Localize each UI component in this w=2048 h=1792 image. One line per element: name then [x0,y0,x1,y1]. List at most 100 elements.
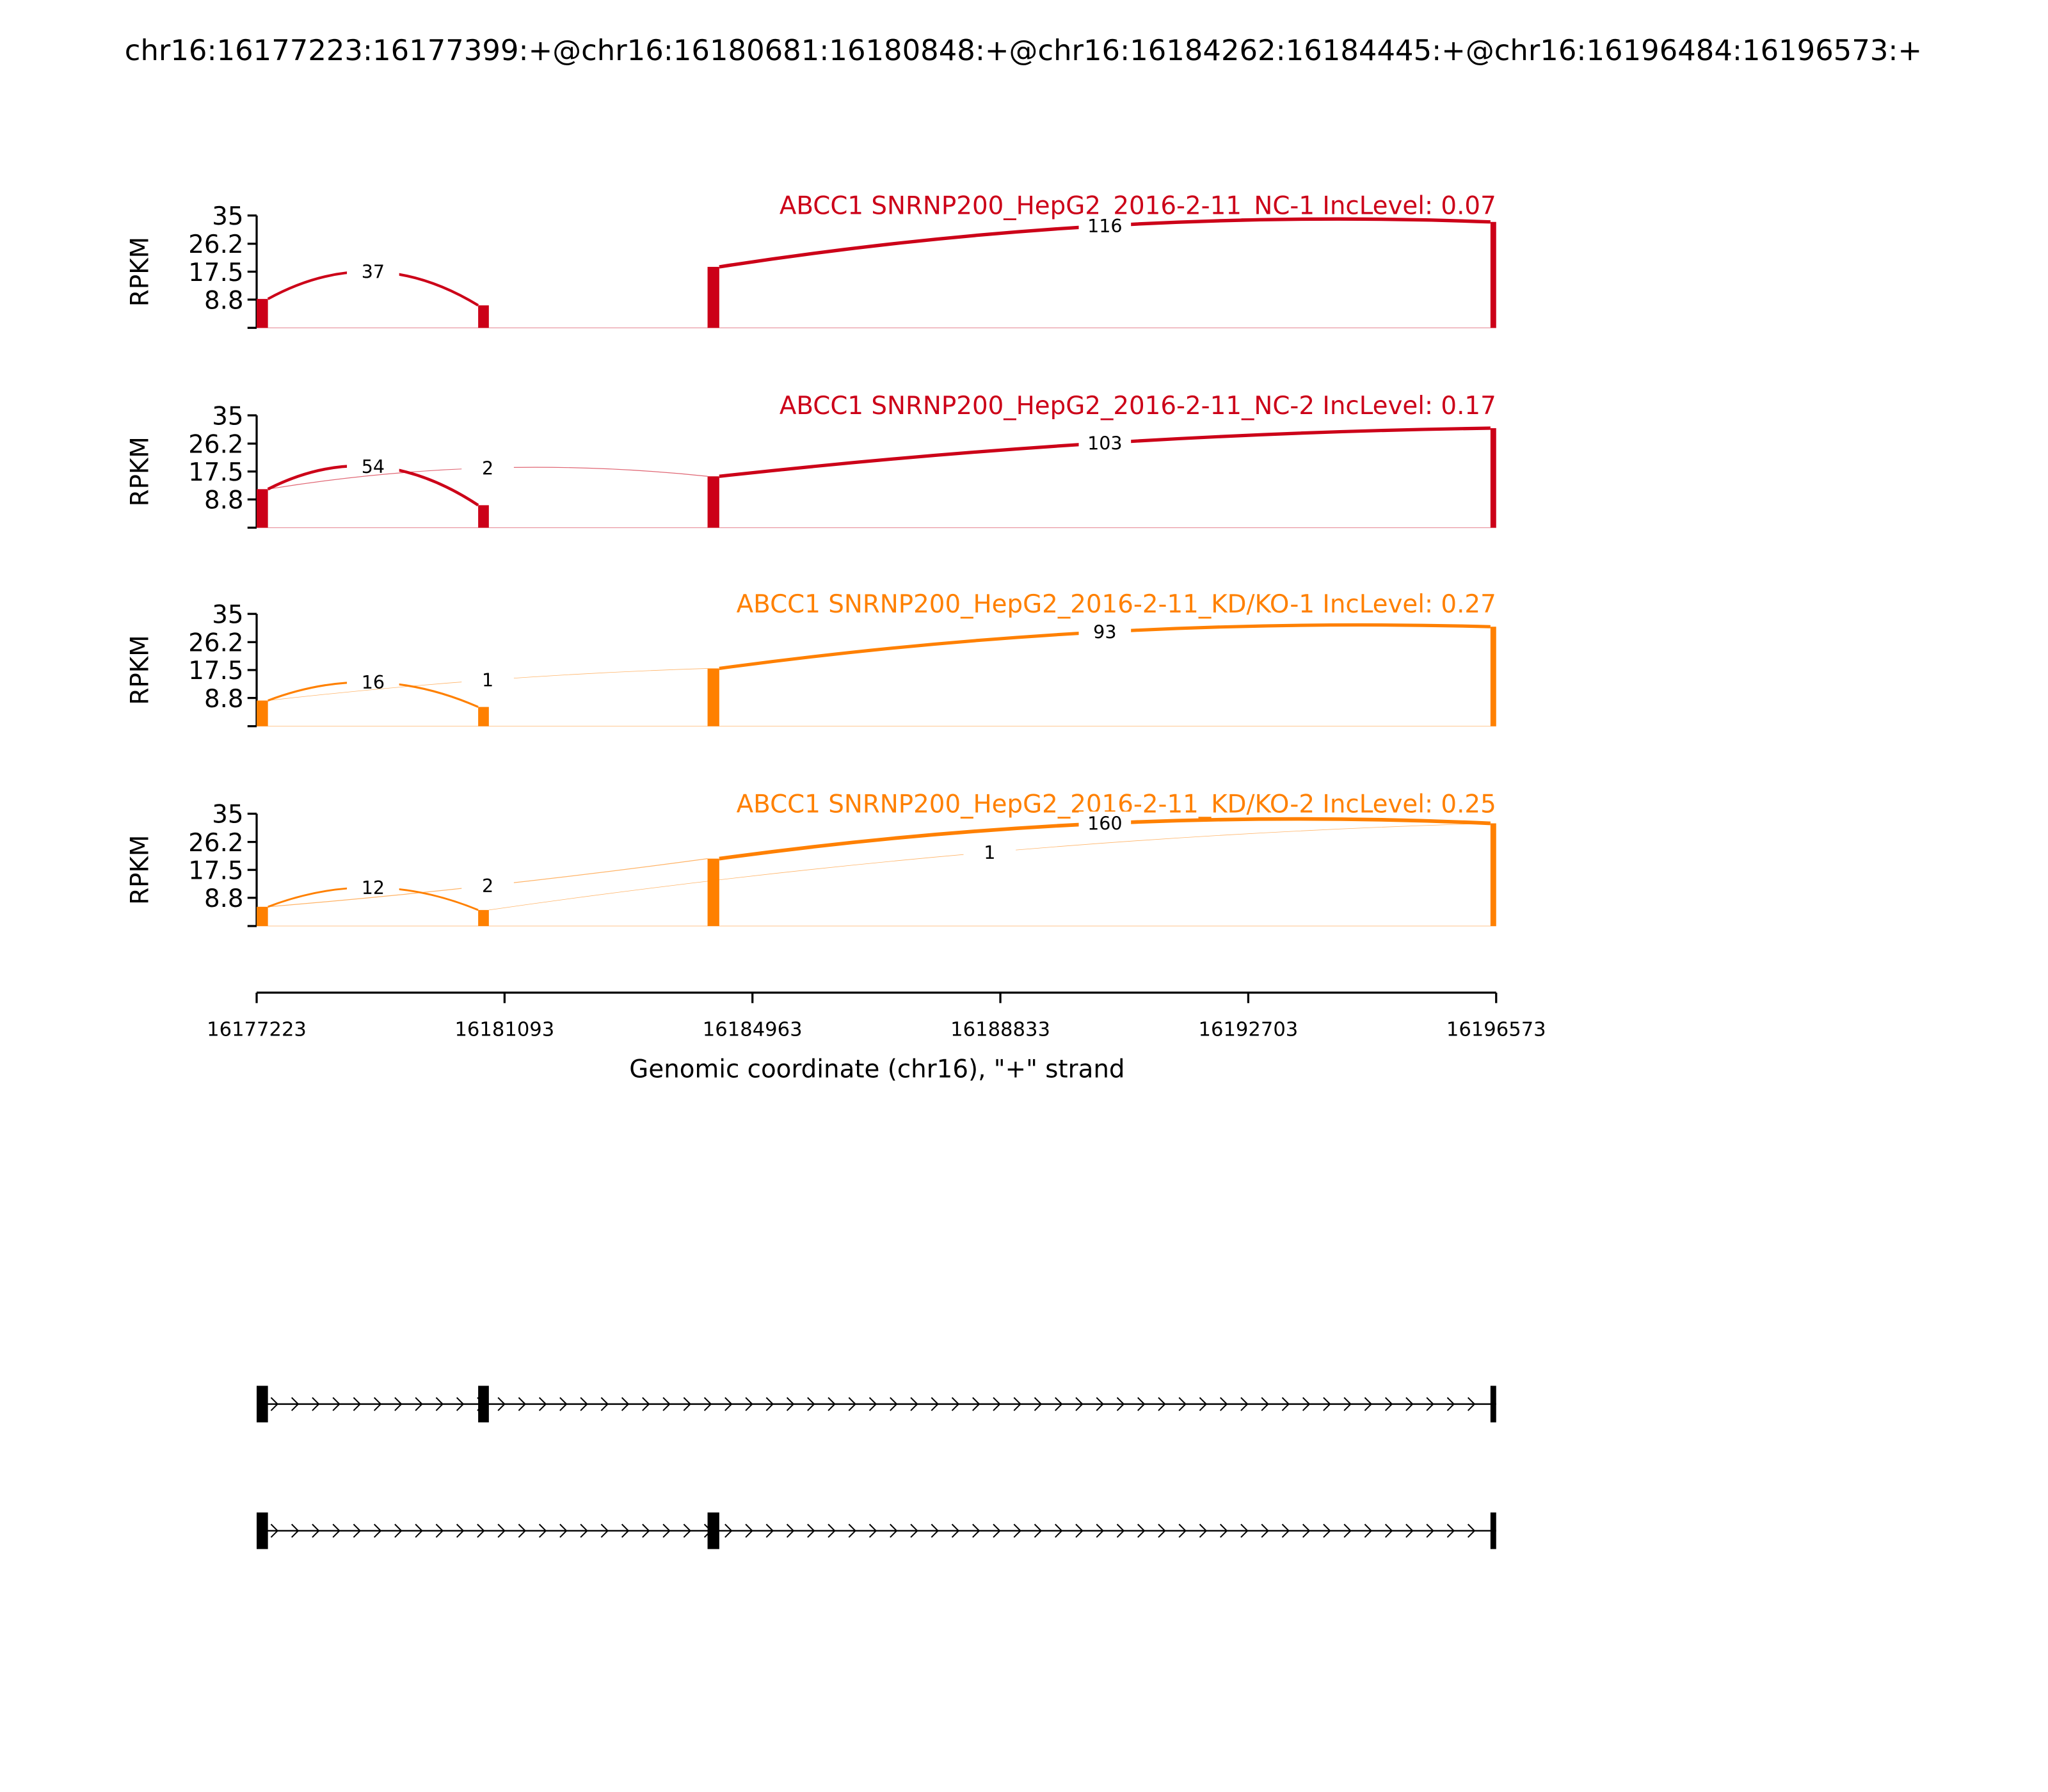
strand-arrow-icon [1240,1523,1249,1538]
strand-arrow-icon [559,1523,568,1538]
exon-coverage-bar [707,476,719,528]
strand-arrow-icon [848,1396,856,1411]
junction-count-label: 160 [1087,813,1123,835]
junction-label-bg [1078,214,1132,238]
y-tick-label: 8.8 [204,685,244,714]
y-tick-label: 26.2 [188,230,243,259]
strand-arrow-icon [1405,1523,1414,1538]
junction-label-bg [347,260,399,284]
strand-arrow-icon [765,1396,774,1411]
strand-arrow-icon [890,1396,898,1411]
strand-arrow-icon [1281,1523,1290,1538]
exon-coverage-bar [1490,221,1496,328]
strand-arrow-icon [291,1523,300,1538]
strand-arrow-icon [373,1523,382,1538]
strand-arrow-icon [1302,1523,1311,1538]
strand-arrow-icon [312,1523,320,1538]
strand-arrow-icon [373,1396,382,1411]
strand-arrow-icon [910,1523,918,1538]
strand-arrow-icon [807,1523,815,1538]
strand-arrow-icon [1034,1396,1043,1411]
strand-arrow-icon [1199,1523,1208,1538]
strand-arrow-icon [931,1396,939,1411]
strand-arrow-icon [518,1523,527,1538]
junction-count-label: 54 [362,456,385,477]
strand-arrow-icon [1199,1396,1208,1411]
junction-label-bg [347,670,399,694]
junction-arc [488,823,1491,911]
exon-coverage-bar [707,668,719,726]
junction-count-label: 2 [482,457,493,479]
y-tick-label: 35 [212,600,243,629]
strand-arrow-icon [703,1396,712,1411]
x-axis-label: Genomic coordinate (chr16), "+" strand [629,1055,1124,1084]
x-axis: 16177223 16181093 16184963 16188833 16192703… [207,991,1546,1084]
strand-arrow-icon [786,1396,795,1411]
strand-arrow-icon [993,1523,1001,1538]
junction-count-label: 1 [984,842,995,863]
y-tick-label: 35 [212,402,243,431]
y-tick-label: 35 [212,202,243,231]
strand-arrow-icon [1364,1396,1373,1411]
strand-arrow-icon [621,1523,630,1538]
y-tick-label: 35 [212,801,243,829]
strand-arrow-icon [1116,1523,1125,1538]
strand-arrow-icon [868,1523,877,1538]
y-axis-label: RPKM [126,835,155,905]
strand-arrow-icon [291,1396,300,1411]
junction-label-bg [347,454,399,479]
strand-arrow-icon [1467,1523,1476,1538]
exon-block [478,1386,489,1423]
track-label: ABCC1 SNRNP200_HepG2_2016-2-11_NC-2 IncL… [780,392,1496,420]
strand-arrow-icon [497,1523,506,1538]
y-tick-label: 26.2 [188,829,243,858]
junction-count-label: 116 [1087,215,1123,237]
strand-arrow-icon [353,1396,362,1411]
strand-arrow-icon [497,1396,506,1411]
strand-arrow-icon [477,1523,485,1538]
strand-arrow-icon [662,1396,671,1411]
y-axis-label: RPKM [126,436,155,506]
strand-arrow-icon [353,1523,362,1538]
strand-arrow-icon [683,1396,692,1411]
strand-arrow-icon [435,1396,444,1411]
exon-block [1490,1512,1496,1549]
strand-arrow-icon [1426,1523,1434,1538]
track-label: ABCC1 SNRNP200_HepG2_2016-2-11_KD/KO-1 I… [737,590,1496,619]
y-tick-label: 17.5 [188,458,243,487]
strand-arrow-icon [1384,1396,1393,1411]
strand-arrow-icon [270,1523,279,1538]
y-tick-label: 17.5 [188,856,243,885]
strand-arrow-icon [1302,1396,1311,1411]
strand-arrow-icon [910,1396,918,1411]
exon-coverage-bar [257,700,268,726]
x-tick-label: 16184963 [703,1018,803,1041]
junction-count-label: 93 [1093,621,1116,643]
strand-arrow-icon [1137,1523,1146,1538]
y-axis-label: RPKM [126,237,155,307]
strand-arrow-icon [415,1396,423,1411]
strand-arrow-icon [1158,1523,1166,1538]
exon-coverage-bar [478,707,489,726]
junction-label-bg [461,456,514,480]
strand-arrow-icon [621,1396,630,1411]
junction-label-bg [1078,812,1132,835]
strand-arrow-icon [828,1396,836,1411]
exon-coverage-bar [1490,428,1496,528]
strand-arrow-icon [1364,1523,1373,1538]
junction-label-bg [461,668,514,692]
junction-count-label: 37 [362,261,385,283]
isoform-model [257,1386,1496,1423]
strand-arrow-icon [931,1523,939,1538]
x-tick-label: 16181093 [454,1018,554,1041]
strand-arrow-icon [580,1396,588,1411]
strand-arrow-icon [1158,1396,1166,1411]
strand-arrow-icon [1467,1396,1476,1411]
strand-arrow-icon [642,1523,650,1538]
exon-coverage-bar [1490,823,1496,926]
strand-arrow-icon [1034,1523,1043,1538]
strand-arrow-icon [807,1396,815,1411]
strand-arrow-icon [1220,1523,1228,1538]
